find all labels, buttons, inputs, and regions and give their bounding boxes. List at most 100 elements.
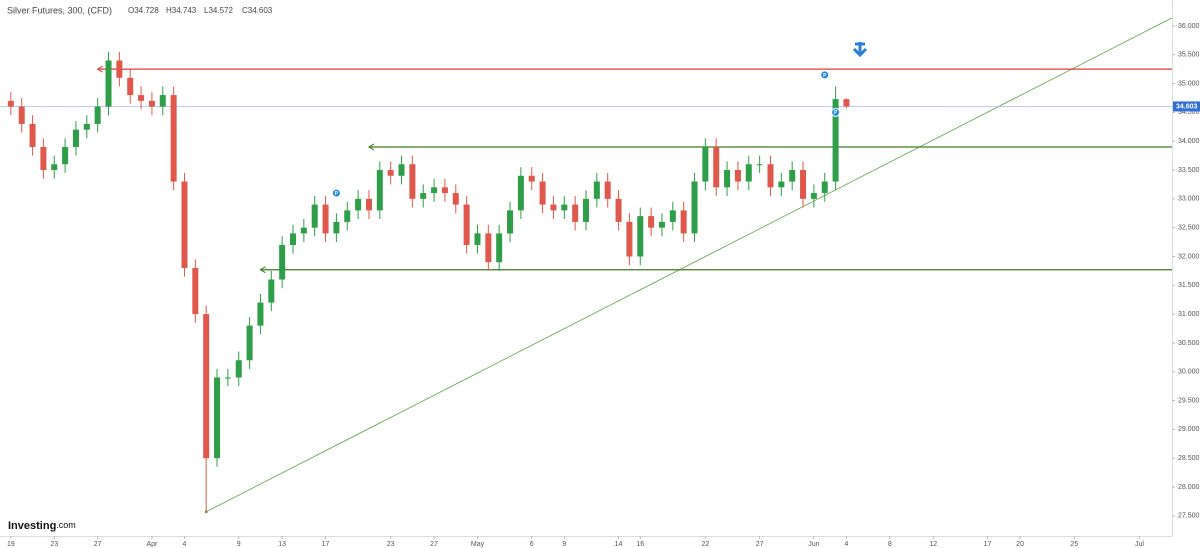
candle-body (637, 216, 644, 257)
candle-body (724, 170, 731, 188)
candle-body (279, 244, 286, 280)
candle-body (192, 268, 199, 315)
x-tick-label: 4 (183, 541, 187, 548)
x-tick-label: 27 (94, 541, 102, 548)
x-tick-label: 17 (984, 541, 992, 548)
y-tick-label: 34.500 (1178, 109, 1200, 116)
candle-body (257, 302, 264, 326)
candle-body (72, 129, 79, 147)
candle-body (474, 233, 481, 245)
x-tick-label: 27 (430, 541, 438, 548)
candle-body (203, 314, 210, 459)
x-tick-label: 12 (929, 541, 937, 548)
candle-body (29, 123, 36, 147)
candle-body (322, 204, 329, 234)
ohlc-value: C34.603 (242, 6, 273, 15)
marker-label: P (834, 110, 838, 116)
candle-body (268, 279, 275, 303)
candle-body (51, 164, 58, 171)
candle-body (376, 170, 383, 211)
x-tick-label: 23 (50, 541, 58, 548)
candle-body (159, 95, 166, 107)
x-tick-label: 8 (888, 541, 892, 548)
candle-body (485, 233, 492, 263)
candle-body (734, 170, 741, 182)
candle-body (138, 95, 145, 101)
candle-body (615, 198, 622, 222)
candle-body (800, 170, 807, 199)
candle-body (235, 360, 242, 378)
candle-body (832, 99, 839, 182)
watermark: Investing.com (8, 520, 76, 532)
candle-body (680, 210, 687, 234)
y-tick-label: 31.500 (1178, 282, 1200, 289)
x-tick-label: 27 (756, 541, 764, 548)
x-tick-label: 9 (237, 541, 241, 548)
candle-body (170, 95, 177, 182)
y-tick-label: 35.500 (1178, 52, 1200, 59)
last-price-label: 34.603 (1176, 103, 1198, 110)
y-tick-label: 33.500 (1178, 167, 1200, 174)
down-arrow-icon (852, 42, 868, 58)
marker-label: P (823, 73, 827, 79)
y-tick-label: 28.000 (1178, 484, 1200, 491)
candle-body (290, 233, 296, 245)
candle-body (810, 193, 817, 199)
candle-body (507, 210, 514, 234)
candle-body (365, 198, 372, 211)
candle-body (767, 164, 774, 188)
x-tick-label: Apr (146, 541, 158, 548)
candle-body (572, 204, 579, 222)
watermark-suffix: .com (56, 520, 76, 530)
candle-body (745, 164, 752, 182)
candle-body (409, 164, 416, 199)
y-tick-label: 28.500 (1178, 455, 1200, 462)
candle-body (62, 146, 69, 165)
candle-body (463, 204, 470, 245)
candle-body (40, 146, 47, 171)
candle-body (18, 106, 25, 124)
y-tick-label: 33.000 (1178, 196, 1200, 203)
trendline-anchor (204, 510, 208, 514)
candle-body (626, 221, 633, 257)
candle-body (843, 99, 850, 107)
y-tick-label: 35.000 (1178, 80, 1200, 87)
y-tick-label: 32.500 (1178, 224, 1200, 231)
level-arrow (96, 65, 103, 73)
candle-body (105, 60, 112, 107)
x-tick-label: 9 (562, 541, 566, 548)
candle-body (387, 170, 394, 176)
x-tick-label: 4 (844, 541, 848, 548)
candle-body (148, 100, 155, 107)
trendline (206, 17, 1173, 513)
candle-body (528, 175, 535, 182)
ohlc-value: O34.728 (128, 6, 159, 15)
x-tick-label: 16 (636, 541, 644, 548)
last-price-box (1173, 101, 1200, 112)
candle-body (702, 146, 709, 182)
chart-title: Silver Futures, 300, (CFD) (7, 5, 112, 15)
y-tick-label: 36.000 (1178, 23, 1200, 30)
y-tick-label: 29.500 (1178, 397, 1200, 404)
x-tick-label: May (471, 541, 485, 548)
y-tick-label: 31.000 (1178, 311, 1200, 318)
candle-body (658, 221, 665, 228)
ohlc-value: L34.572 (204, 6, 233, 15)
candle-body (224, 377, 231, 379)
candle-body (398, 164, 405, 176)
candle-body (561, 204, 568, 211)
y-tick-label: 29.000 (1178, 426, 1200, 433)
x-tick-label: 25 (1070, 541, 1078, 548)
y-tick-label: 30.500 (1178, 340, 1200, 347)
candle-body (517, 175, 524, 211)
candle-body (550, 204, 557, 211)
candle-body (604, 181, 611, 199)
candle-body (344, 210, 351, 222)
candle-body (94, 106, 101, 124)
candle-body (452, 193, 459, 205)
y-tick-label: 32.000 (1178, 253, 1200, 260)
candle-body (214, 377, 221, 459)
candle-body (7, 100, 14, 107)
